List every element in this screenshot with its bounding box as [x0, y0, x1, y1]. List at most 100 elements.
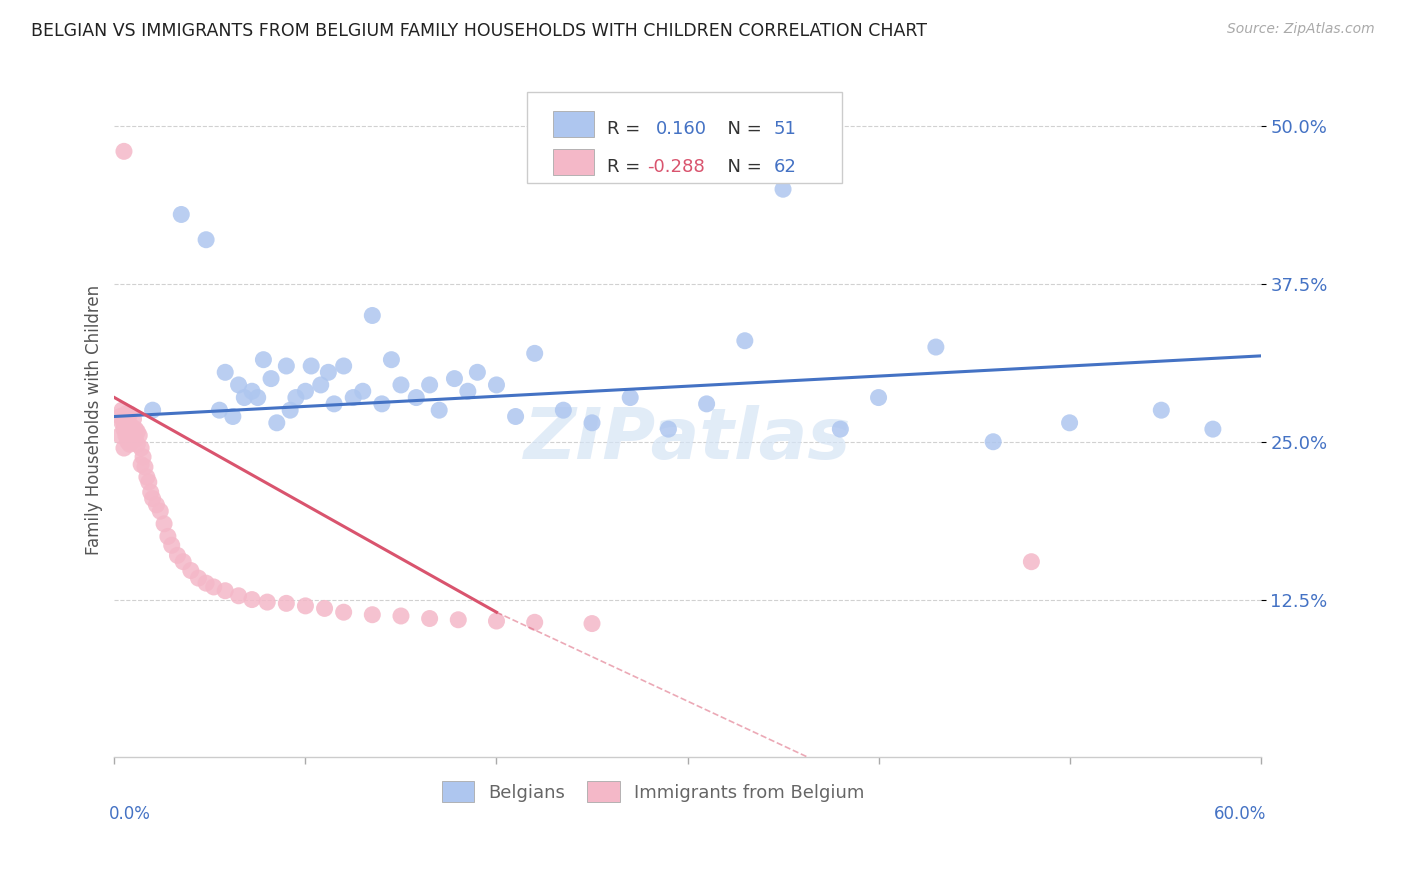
Point	[276, 359, 298, 373]
FancyBboxPatch shape	[527, 92, 842, 183]
Point	[127, 425, 149, 439]
Text: R =: R =	[607, 158, 647, 177]
Point	[294, 384, 316, 399]
Point	[485, 378, 508, 392]
Point	[260, 371, 283, 385]
Point	[115, 412, 138, 426]
Point	[170, 207, 193, 221]
Point	[553, 403, 575, 417]
Point	[138, 475, 160, 490]
Point	[132, 450, 155, 464]
Point	[284, 391, 307, 405]
Point	[117, 434, 139, 449]
Point	[380, 352, 402, 367]
Point	[124, 422, 146, 436]
Point	[523, 346, 546, 360]
Point	[153, 516, 176, 531]
Point	[427, 403, 450, 417]
Point	[134, 460, 156, 475]
Text: 51: 51	[773, 120, 796, 138]
Text: 60.0%: 60.0%	[1213, 805, 1267, 822]
Point	[868, 391, 890, 405]
Point	[115, 407, 138, 421]
Point	[112, 145, 135, 159]
Point	[925, 340, 948, 354]
Point	[318, 365, 340, 379]
Point	[294, 599, 316, 613]
Point	[278, 403, 301, 417]
Text: Source: ZipAtlas.com: Source: ZipAtlas.com	[1227, 22, 1375, 37]
Point	[240, 592, 263, 607]
Point	[252, 352, 274, 367]
Point	[581, 416, 603, 430]
FancyBboxPatch shape	[554, 112, 593, 136]
Point	[156, 529, 179, 543]
Point	[342, 391, 364, 405]
Point	[734, 334, 756, 348]
Point	[443, 371, 465, 385]
Point	[142, 491, 165, 506]
Point	[222, 409, 245, 424]
Point	[180, 564, 202, 578]
Point	[142, 403, 165, 417]
Point	[696, 397, 718, 411]
Point	[195, 233, 218, 247]
Point	[1021, 555, 1043, 569]
Point	[122, 412, 145, 426]
FancyBboxPatch shape	[554, 149, 593, 175]
Point	[128, 428, 150, 442]
Point	[115, 416, 138, 430]
Point	[772, 182, 794, 196]
Text: BELGIAN VS IMMIGRANTS FROM BELGIUM FAMILY HOUSEHOLDS WITH CHILDREN CORRELATION C: BELGIAN VS IMMIGRANTS FROM BELGIUM FAMIL…	[31, 22, 927, 40]
Point	[419, 611, 441, 625]
Point	[118, 437, 141, 451]
Point	[149, 504, 172, 518]
Point	[523, 615, 546, 630]
Point	[447, 613, 470, 627]
Point	[195, 576, 218, 591]
Point	[981, 434, 1004, 449]
Point	[112, 422, 135, 436]
Point	[266, 416, 288, 430]
Point	[214, 583, 236, 598]
Point	[233, 391, 256, 405]
Point	[172, 555, 194, 569]
Text: N =: N =	[716, 158, 768, 177]
Point	[139, 485, 162, 500]
Text: 0.160: 0.160	[655, 120, 706, 138]
Point	[371, 397, 394, 411]
Point	[124, 432, 146, 446]
Point	[332, 605, 354, 619]
Point	[111, 403, 134, 417]
Point	[361, 607, 384, 622]
Point	[111, 416, 134, 430]
Point	[145, 498, 167, 512]
Point	[160, 538, 183, 552]
Point	[121, 432, 143, 446]
Text: R =: R =	[607, 120, 647, 138]
Point	[117, 412, 139, 426]
Point	[1150, 403, 1173, 417]
Point	[117, 422, 139, 436]
Point	[619, 391, 641, 405]
Point	[419, 378, 441, 392]
Point	[108, 409, 131, 424]
Legend: Belgians, Immigrants from Belgium: Belgians, Immigrants from Belgium	[434, 774, 872, 809]
Y-axis label: Family Households with Children: Family Households with Children	[86, 285, 103, 555]
Point	[505, 409, 527, 424]
Point	[657, 422, 679, 436]
Point	[323, 397, 346, 411]
Point	[122, 428, 145, 442]
Point	[202, 580, 225, 594]
Point	[485, 614, 508, 628]
Point	[127, 437, 149, 451]
Point	[276, 596, 298, 610]
Text: -0.288: -0.288	[647, 158, 706, 177]
Text: 0.0%: 0.0%	[108, 805, 150, 822]
Point	[389, 378, 412, 392]
Point	[228, 589, 250, 603]
Text: 62: 62	[773, 158, 796, 177]
Point	[118, 419, 141, 434]
Point	[214, 365, 236, 379]
Point	[309, 378, 332, 392]
